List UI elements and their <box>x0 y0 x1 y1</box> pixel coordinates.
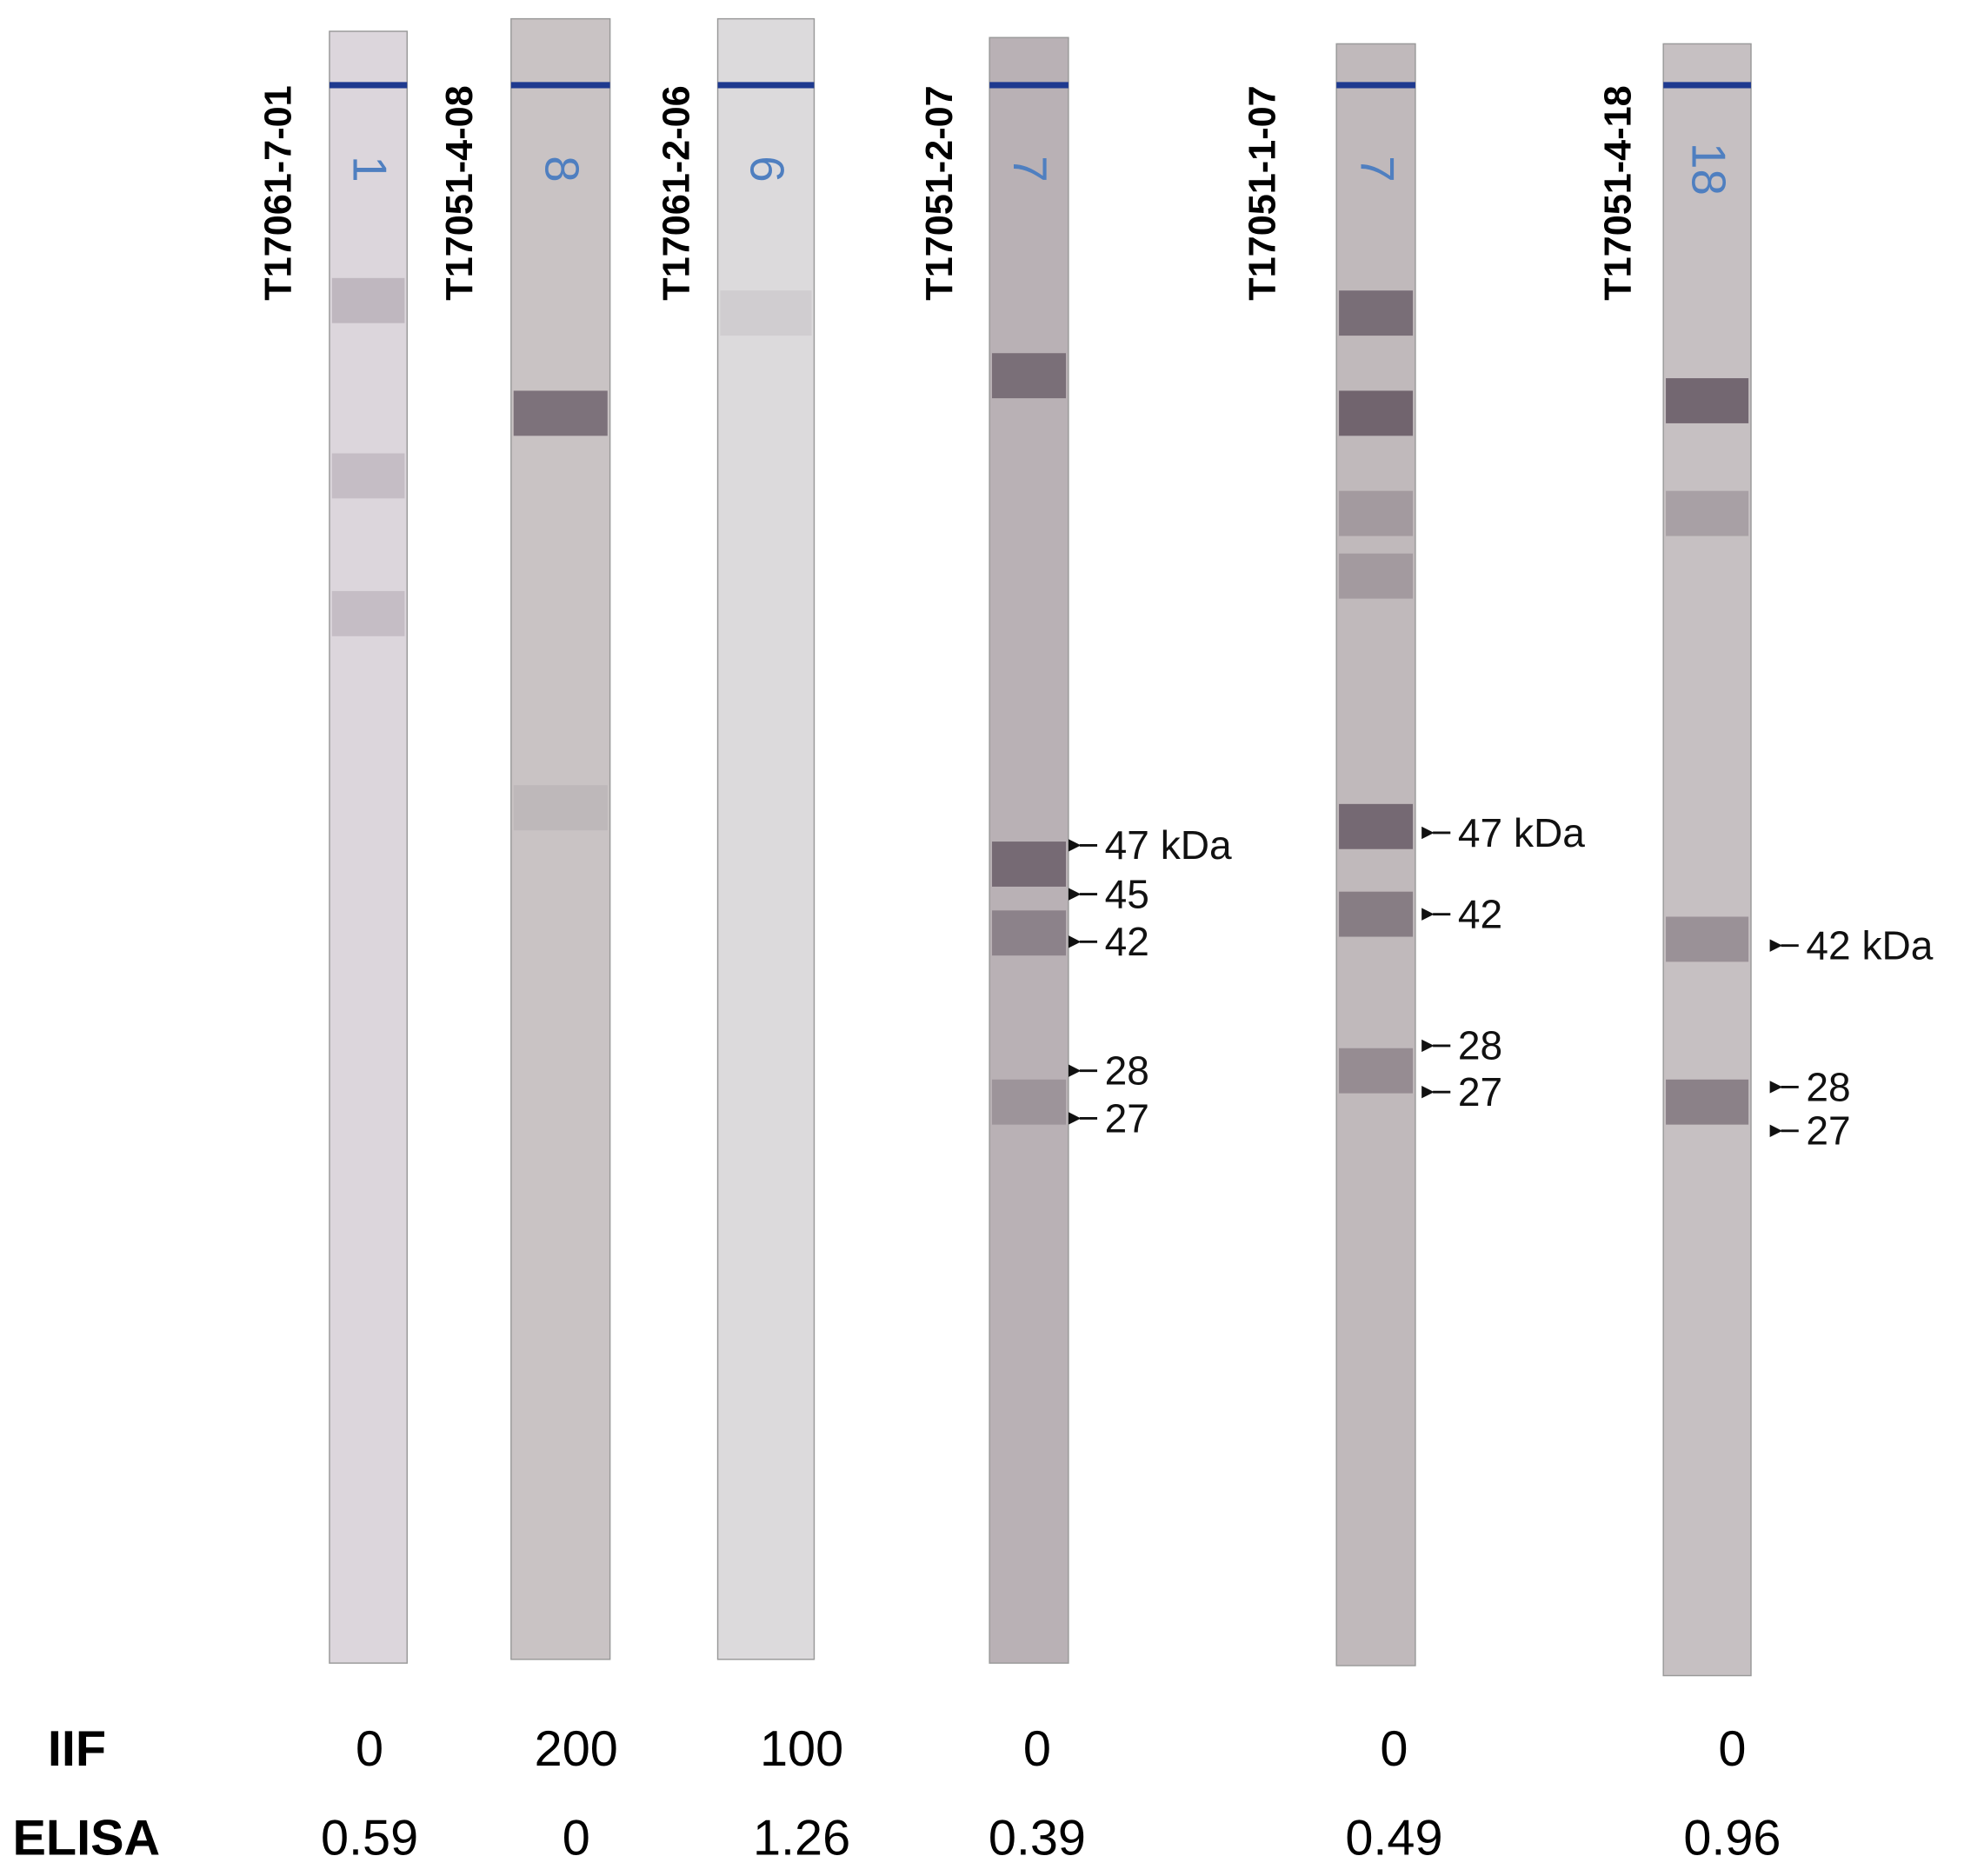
iif-value: 200 <box>535 1721 618 1777</box>
strip <box>1335 43 1416 1666</box>
band <box>1666 378 1749 423</box>
band <box>1339 1048 1414 1094</box>
strip <box>329 30 408 1664</box>
band <box>992 353 1067 399</box>
band <box>513 785 608 831</box>
band <box>1339 390 1414 436</box>
elisa-value: 0.96 <box>1683 1811 1781 1866</box>
strip-id: T17051-1-07 <box>1242 85 1284 300</box>
band <box>1339 553 1414 599</box>
band <box>1339 490 1414 536</box>
iif-value: 0 <box>1023 1721 1051 1777</box>
band <box>992 1079 1067 1125</box>
strip-number: 6 <box>741 156 795 182</box>
elisa-label: ELISA <box>12 1811 160 1866</box>
iif-value: 0 <box>1380 1721 1408 1777</box>
band <box>992 910 1067 956</box>
elisa-value: 0.59 <box>321 1811 418 1866</box>
iif-value: 100 <box>760 1721 843 1777</box>
band <box>1339 891 1414 937</box>
band <box>1666 490 1749 536</box>
strip-id: T17061-2-06 <box>656 85 697 300</box>
iif-label: IIF <box>48 1721 106 1777</box>
strip-id: T17051-4-08 <box>439 85 481 300</box>
strip-number: 1 <box>343 156 396 182</box>
strip-number: 8 <box>535 156 589 182</box>
iif-value: 0 <box>356 1721 383 1777</box>
strip <box>1662 43 1752 1677</box>
strip-number: 7 <box>1350 156 1404 182</box>
band <box>513 390 608 436</box>
strip-id: T17061-7-01 <box>257 85 299 300</box>
band <box>1666 1079 1749 1125</box>
strip-number: 18 <box>1681 143 1735 196</box>
elisa-value: 0.49 <box>1345 1811 1442 1866</box>
band <box>1339 290 1414 336</box>
band-label: 42 kDa <box>1806 922 1933 968</box>
strip-id: T17051-4-18 <box>1598 85 1640 300</box>
band-label: 42 <box>1105 919 1149 964</box>
band-label: 27 <box>1458 1069 1502 1114</box>
strip <box>510 17 611 1660</box>
band-label: 45 <box>1105 871 1149 916</box>
band <box>331 453 405 499</box>
band <box>1666 916 1749 962</box>
band-label: 42 <box>1458 891 1502 936</box>
elisa-value: 0 <box>563 1811 590 1866</box>
band-label: 28 <box>1806 1064 1850 1109</box>
band <box>720 290 812 336</box>
band <box>992 842 1067 887</box>
band <box>331 590 405 636</box>
strip <box>716 17 816 1660</box>
band-label: 28 <box>1458 1023 1502 1068</box>
strip-id: T17051-2-07 <box>919 85 961 300</box>
band-label: 47 kDa <box>1458 810 1585 855</box>
band-label: 27 <box>1105 1095 1149 1141</box>
elisa-value: 0.39 <box>989 1811 1086 1866</box>
band-label: 47 kDa <box>1105 822 1232 868</box>
band <box>1339 803 1414 849</box>
strip-number: 7 <box>1003 156 1057 182</box>
band <box>331 277 405 323</box>
elisa-value: 1.26 <box>753 1811 850 1866</box>
iif-value: 0 <box>1718 1721 1746 1777</box>
band-label: 28 <box>1105 1048 1149 1094</box>
band-label: 27 <box>1806 1108 1850 1154</box>
